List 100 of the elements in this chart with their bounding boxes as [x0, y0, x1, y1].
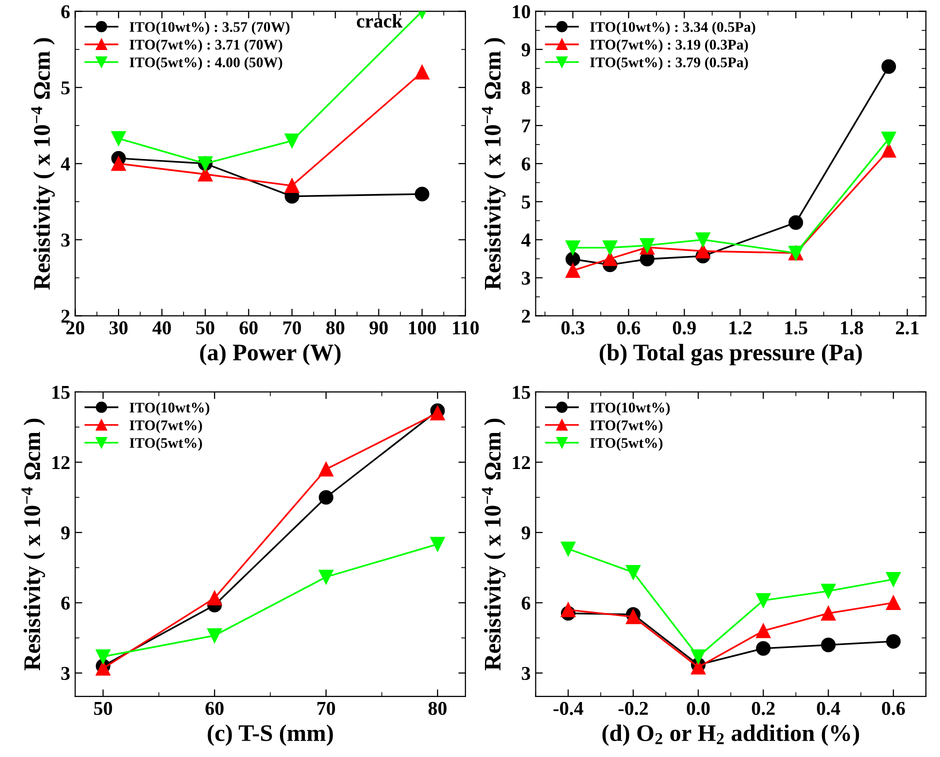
point [207, 590, 222, 606]
x-tick-label: 0.0 [686, 702, 710, 716]
x-tick-label: 0.9 [672, 321, 696, 334]
point [602, 240, 618, 255]
y-tick-label: 12 [512, 456, 530, 469]
y-tick-label: 3 [61, 234, 70, 247]
point [566, 263, 580, 278]
point [566, 240, 580, 255]
point [696, 244, 710, 258]
y-tick-label: 6 [61, 596, 70, 610]
point [566, 252, 580, 266]
point [318, 570, 334, 584]
point [414, 186, 430, 202]
point [111, 131, 126, 146]
x-tick-label: 50 [94, 702, 112, 715]
y-tick-label: 5 [522, 196, 530, 209]
point [602, 251, 618, 266]
legend-label: ITO(5wt%) [590, 438, 662, 451]
x-tick-label: 50 [196, 321, 214, 334]
x-tick-label: 60 [240, 321, 258, 334]
x-tick-label: 0.6 [882, 702, 905, 716]
legend-label: ITO(5wt%) [130, 438, 202, 451]
x-tick-label: -0.4 [554, 702, 584, 716]
y-tick-label: 3 [61, 666, 70, 680]
x-tick-label: 90 [370, 321, 388, 334]
x-tick-label: 110 [452, 321, 479, 334]
y-tick-label: 9 [61, 526, 70, 540]
point [821, 638, 836, 652]
x-tick-label: 70 [283, 321, 301, 334]
x-tick-label: 100 [409, 321, 436, 334]
y-tick-label: 5 [61, 81, 70, 94]
legend-label: ITO(10wt%) [130, 402, 210, 416]
legend-label: ITO(10wt%) [590, 402, 670, 416]
point [560, 542, 576, 556]
legend-label: ITO(10wt%) : 3.34 (0.5Pa) [590, 22, 756, 35]
x-tick-label: 60 [206, 702, 224, 715]
x-tick-label: 80 [428, 702, 447, 715]
x-tick-label: 0.2 [752, 702, 775, 716]
x-tick-label: 0.3 [561, 321, 584, 334]
point [756, 624, 771, 638]
point [96, 649, 110, 664]
y-tick-label: 8 [522, 81, 530, 94]
x-tick-label: 1.8 [840, 321, 864, 334]
point [414, 64, 430, 80]
x-axis-title: (a) Power (W) [200, 344, 341, 366]
point [788, 215, 804, 230]
y-tick-label: 15 [52, 386, 70, 399]
x-tick-label: -0.2 [618, 702, 648, 716]
x-axis-title: (c) T-S (mm) [208, 724, 333, 746]
legend-label: ITO(7wt%) : 3.19 (0.3Pa) [590, 39, 748, 53]
x-axis-title: (d) O$_{2}$ or H$_{2}$ addition (%) [602, 724, 860, 746]
y-tick-label: 9 [522, 43, 530, 56]
y-tick-label: 6 [522, 157, 530, 171]
point [111, 156, 126, 171]
y-tick-label: 9 [522, 526, 530, 540]
x-tick-label: 2.1 [896, 321, 918, 334]
y-tick-label: 12 [52, 456, 70, 469]
x-tick-label: 80 [326, 321, 344, 334]
legend-label: ITO(7wt%) [590, 420, 662, 434]
legend-label: ITO(5wt%) : 4.00 (50W) [130, 57, 282, 70]
point [560, 602, 576, 618]
point [318, 490, 334, 505]
point [881, 132, 896, 146]
point [886, 595, 901, 610]
point [886, 634, 901, 649]
y-tick-label: 4 [521, 234, 530, 246]
point [881, 142, 896, 158]
legend-label: ITO(7wt%) : 3.71 (70W) [130, 39, 282, 53]
annotation: crack [356, 14, 403, 28]
x-tick-label: 70 [317, 702, 336, 715]
y-tick-label: 6 [522, 596, 530, 610]
point [696, 232, 710, 248]
x-tick-label: 20 [66, 321, 84, 334]
point [821, 584, 836, 598]
x-tick-label: 30 [110, 321, 128, 334]
point [318, 462, 334, 477]
point [207, 628, 222, 643]
legend-label: ITO(10wt%) : 3.57 (70W) [130, 22, 290, 35]
y-axis-title: Resistivity ( x 10$^{−4}$ Ωcm ) [482, 418, 506, 670]
x-tick-label: 1.5 [785, 321, 808, 334]
y-axis-title: Resistivity ( x 10$^{−4}$ Ωcm ) [21, 418, 46, 670]
point [756, 593, 771, 608]
legend-label: ITO(5wt%) : 3.79 (0.5Pa) [590, 57, 748, 70]
y-axis-title: Resistivity ( x 10$^{−4}$ Ωcm ) [482, 38, 506, 290]
point [198, 166, 213, 182]
point [821, 606, 836, 621]
y-tick-label: 7 [522, 120, 530, 132]
y-tick-label: 3 [522, 272, 530, 285]
y-tick-label: 3 [522, 666, 530, 680]
y-tick-label: 6 [61, 5, 70, 18]
y-axis-title: Resistivity ( x 10$^{−4}$ Ωcm ) [31, 38, 55, 290]
point [886, 572, 901, 587]
y-tick-label: 2 [522, 310, 530, 323]
point [430, 536, 445, 552]
point [284, 133, 300, 148]
x-axis-title: (b) Total gas pressure (Pa) [600, 344, 862, 366]
x-tick-label: 40 [152, 321, 171, 334]
x-tick-label: 1.2 [729, 321, 752, 334]
point [626, 565, 641, 580]
y-tick-label: 4 [60, 158, 70, 170]
